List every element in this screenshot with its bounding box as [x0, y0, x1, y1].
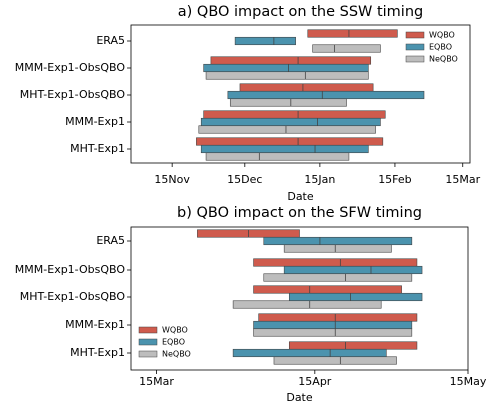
plot-frame	[130, 24, 471, 164]
range-box	[205, 152, 350, 161]
range-box	[283, 265, 423, 275]
legend-swatch	[405, 43, 425, 51]
range-box	[253, 285, 402, 294]
y-tick-label: MHT-Exp1	[70, 142, 125, 155]
x-tick-label: 15Feb	[378, 173, 411, 186]
x-axis-label: Date	[286, 391, 313, 404]
range-box	[203, 110, 386, 119]
legend-swatch	[405, 31, 425, 39]
range-box	[232, 300, 382, 309]
range-box	[232, 348, 387, 358]
range-box	[307, 29, 398, 38]
legend-swatch	[405, 55, 425, 63]
range-box	[203, 63, 369, 73]
range-box	[205, 71, 369, 80]
legend-label: NeQBO	[162, 350, 191, 359]
range-box	[288, 292, 423, 302]
range-box	[200, 117, 381, 127]
y-tick-label: ERA5	[96, 234, 125, 247]
y-tick-label: MHT-Exp1-ObsQBO	[20, 290, 126, 303]
range-box	[263, 273, 413, 282]
legend-swatch	[138, 350, 158, 358]
y-tick-label: MHT-Exp1	[70, 346, 125, 359]
legend-label: WQBO	[162, 326, 188, 335]
y-tick-label: MMM-Exp1	[65, 115, 125, 128]
range-box	[196, 137, 384, 146]
range-box	[253, 320, 413, 330]
range-box	[258, 313, 418, 322]
range-box	[283, 244, 392, 253]
range-box	[263, 236, 413, 246]
x-tick-label: 15Jan	[304, 173, 335, 186]
range-box	[234, 36, 296, 46]
legend-swatch	[138, 338, 158, 346]
x-tick-label: 15May	[450, 375, 487, 388]
legend-label: EQBO	[162, 338, 185, 347]
y-tick-label: MMM-Exp1-ObsQBO	[15, 263, 126, 276]
chart-title: a) QBO impact on the SSW timing	[178, 4, 423, 20]
range-box	[200, 144, 369, 154]
range-box	[229, 98, 347, 107]
legend-label: NeQBO	[429, 55, 458, 64]
y-tick-label: MMM-Exp1-ObsQBO	[15, 61, 126, 74]
y-tick-label: ERA5	[96, 34, 125, 47]
range-box	[312, 44, 381, 53]
y-tick-label: MHT-Exp1-ObsQBO	[20, 88, 126, 101]
range-box	[198, 125, 376, 134]
legend-label: WQBO	[429, 31, 455, 40]
y-tick-label: MMM-Exp1	[65, 318, 125, 331]
range-box	[210, 56, 372, 65]
range-box	[253, 328, 413, 337]
legend-label: EQBO	[429, 43, 452, 52]
x-tick-label: 15Nov	[154, 173, 190, 186]
x-tick-label: 15Mar	[445, 173, 480, 186]
range-box	[288, 341, 418, 350]
range-box	[227, 90, 425, 100]
legend-swatch	[138, 326, 158, 334]
chart-title: b) QBO impact on the SFW timing	[177, 205, 422, 221]
range-box	[253, 258, 418, 267]
x-tick-label: 15Apr	[298, 375, 332, 388]
x-axis-label: Date	[287, 190, 314, 203]
plot-frame	[130, 226, 469, 371]
range-box	[239, 83, 374, 92]
x-tick-label: 15Mar	[139, 375, 174, 388]
range-box	[273, 356, 397, 365]
x-tick-label: 15Dec	[227, 173, 262, 186]
